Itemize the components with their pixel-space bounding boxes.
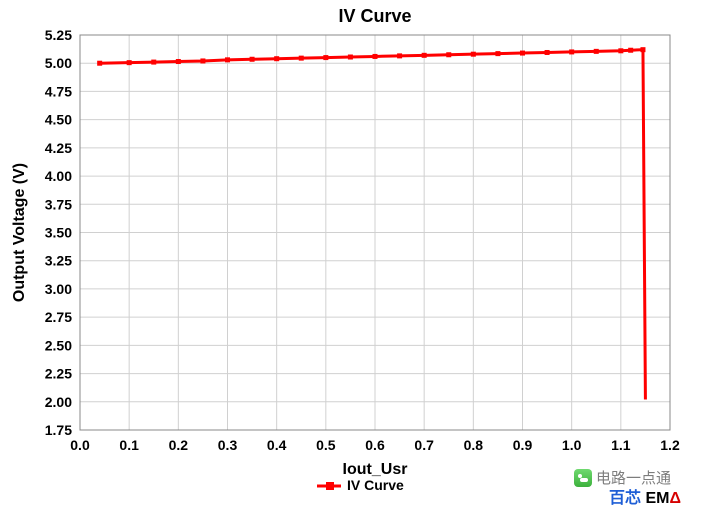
svg-text:3.00: 3.00 [45, 281, 72, 297]
svg-text:3.75: 3.75 [45, 196, 72, 212]
svg-text:0.3: 0.3 [218, 437, 238, 453]
svg-text:0.0: 0.0 [70, 437, 90, 453]
svg-text:1.0: 1.0 [562, 437, 582, 453]
svg-text:0.1: 0.1 [119, 437, 139, 453]
svg-text:0.7: 0.7 [414, 437, 434, 453]
svg-text:Output Voltage (V): Output Voltage (V) [11, 163, 28, 302]
svg-text:1.75: 1.75 [45, 422, 72, 438]
svg-text:2.50: 2.50 [45, 337, 72, 353]
wechat-icon [574, 469, 592, 487]
svg-text:IV Curve: IV Curve [338, 6, 411, 26]
svg-text:0.2: 0.2 [169, 437, 189, 453]
svg-text:3.25: 3.25 [45, 253, 72, 269]
watermark-en-a: 百芯 [609, 490, 645, 507]
svg-text:2.25: 2.25 [45, 366, 72, 382]
svg-text:4.00: 4.00 [45, 168, 72, 184]
svg-text:0.6: 0.6 [365, 437, 385, 453]
svg-text:5.25: 5.25 [45, 27, 72, 43]
watermark-en: 百芯 EMΔ [609, 484, 681, 508]
svg-text:Iout_Usr: Iout_Usr [343, 461, 408, 478]
svg-text:4.25: 4.25 [45, 140, 72, 156]
svg-text:1.2: 1.2 [660, 437, 680, 453]
svg-text:4.75: 4.75 [45, 83, 72, 99]
svg-text:0.8: 0.8 [464, 437, 484, 453]
svg-text:4.50: 4.50 [45, 112, 72, 128]
watermark-en-c: Δ [670, 490, 682, 507]
svg-text:0.4: 0.4 [267, 437, 287, 453]
svg-text:IV Curve: IV Curve [347, 477, 404, 493]
svg-text:0.9: 0.9 [513, 437, 533, 453]
svg-text:5.00: 5.00 [45, 55, 72, 71]
chart-container: 0.0 0.1 0.2 0.3 0.4 0.5 0.6 0.7 0.8 0.9 1.0 1.1 1.2 1… [0, 0, 701, 510]
svg-text:2.00: 2.00 [45, 394, 72, 410]
svg-text:2.75: 2.75 [45, 309, 72, 325]
iv-curve-chart: 0.0 0.1 0.2 0.3 0.4 0.5 0.6 0.7 0.8 0.9 1.0 1.1 1.2 1… [0, 0, 701, 510]
svg-text:1.1: 1.1 [611, 437, 631, 453]
watermark-en-b: EM [646, 490, 670, 507]
svg-text:0.5: 0.5 [316, 437, 336, 453]
svg-text:3.50: 3.50 [45, 225, 72, 241]
